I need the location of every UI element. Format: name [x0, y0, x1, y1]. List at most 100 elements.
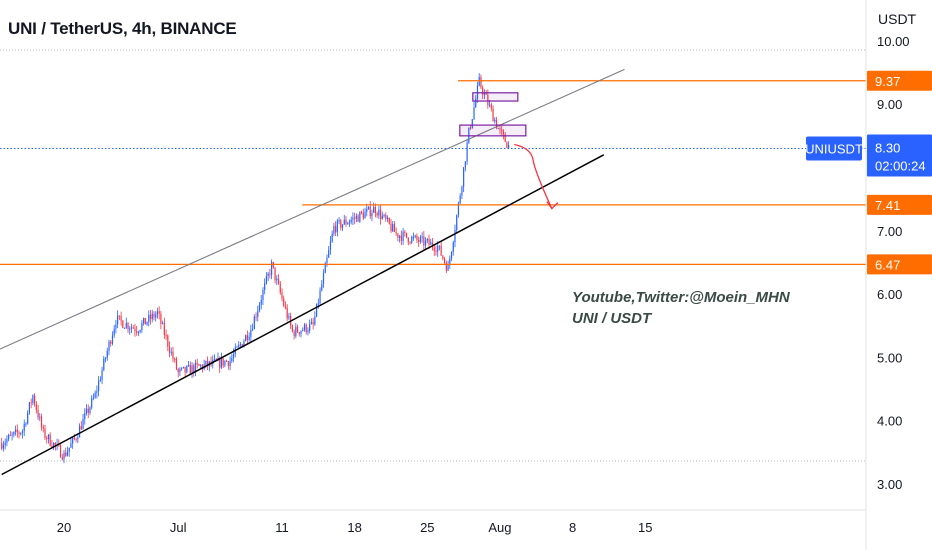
- bullish-candle: [220, 358, 223, 368]
- bullish-candle: [142, 318, 145, 324]
- bullish-candle: [411, 236, 413, 243]
- bullish-candle: [47, 434, 50, 439]
- bearish-candle: [18, 432, 20, 434]
- bullish-candle: [475, 98, 477, 108]
- bullish-candle: [392, 224, 394, 232]
- bearish-candle: [305, 324, 307, 333]
- bullish-candle: [200, 365, 202, 367]
- bullish-candle: [341, 224, 344, 228]
- bullish-candle: [146, 321, 148, 325]
- bullish-candle: [262, 289, 264, 301]
- bearish-candle: [357, 215, 359, 222]
- bullish-candle: [271, 262, 273, 275]
- bullish-candle: [386, 217, 389, 220]
- bearish-candle: [54, 442, 56, 446]
- bullish-candle: [111, 335, 114, 344]
- bullish-candle: [454, 230, 456, 243]
- bearish-candle: [404, 231, 406, 233]
- bearish-candle: [226, 360, 228, 362]
- bullish-candle: [170, 351, 172, 353]
- bearish-candle: [222, 358, 224, 366]
- bullish-candle: [466, 142, 468, 162]
- bullish-candle: [367, 206, 370, 209]
- bearish-candle: [34, 395, 36, 405]
- bullish-candle: [331, 233, 333, 242]
- bullish-candle: [322, 273, 325, 285]
- bullish-candle: [148, 314, 150, 322]
- bearish-candle: [51, 445, 53, 448]
- bullish-candle: [25, 423, 27, 425]
- bearish-candle: [480, 77, 482, 88]
- bearish-candle: [153, 313, 155, 318]
- bullish-candle: [23, 423, 25, 431]
- bearish-candle: [487, 94, 489, 105]
- bullish-candle: [99, 379, 101, 382]
- candles: [1, 73, 510, 464]
- bearish-candle: [423, 236, 425, 246]
- bullish-candle: [338, 220, 340, 222]
- bullish-candle: [238, 344, 240, 347]
- bearish-candle: [73, 437, 75, 439]
- bullish-candle: [92, 397, 95, 399]
- bullish-candle: [78, 426, 81, 438]
- bearish-candle: [293, 331, 295, 336]
- bullish-candle: [213, 359, 216, 361]
- bearish-candle: [482, 87, 484, 95]
- bullish-candle: [151, 313, 153, 320]
- bullish-candle: [89, 407, 91, 413]
- bearish-candle: [362, 213, 364, 219]
- bullish-candle: [343, 219, 345, 225]
- bullish-candle: [494, 119, 496, 122]
- bearish-candle: [405, 232, 408, 238]
- bearish-candle: [246, 335, 248, 340]
- bearish-candle: [354, 217, 356, 219]
- bearish-candle: [395, 232, 397, 234]
- bullish-candle: [426, 238, 428, 241]
- bullish-candle: [288, 316, 290, 319]
- bullish-candle: [452, 242, 454, 252]
- bullish-candle: [53, 442, 55, 448]
- bullish-candle: [329, 241, 332, 250]
- bullish-candle: [371, 212, 373, 217]
- bullish-candle: [66, 451, 69, 456]
- bearish-candle: [469, 127, 472, 129]
- bearish-candle: [284, 305, 287, 308]
- bullish-candle: [324, 263, 326, 274]
- bullish-candle: [2, 445, 5, 449]
- bullish-candle: [129, 328, 131, 330]
- bearish-candle: [9, 435, 11, 437]
- bullish-candle: [125, 322, 127, 328]
- bearish-candle: [87, 408, 89, 413]
- symbol-label: UNIUSDT: [805, 142, 863, 157]
- bearish-candle: [49, 434, 51, 446]
- bullish-candle: [130, 327, 133, 329]
- bearish-candle: [184, 366, 186, 373]
- bearish-candle: [506, 142, 508, 149]
- bullish-candle: [317, 303, 319, 305]
- bearish-candle: [65, 452, 67, 456]
- bullish-candle: [141, 323, 143, 331]
- bearish-candle: [35, 404, 37, 410]
- bullish-candle: [321, 284, 323, 291]
- bearish-candle: [335, 226, 337, 233]
- bullish-candle: [6, 439, 8, 443]
- bullish-candle: [414, 235, 416, 237]
- bullish-candle: [328, 249, 330, 258]
- bullish-candle: [101, 370, 103, 380]
- bullish-candle: [424, 240, 427, 246]
- bullish-candle: [378, 209, 380, 216]
- bearish-candle: [160, 313, 162, 324]
- bullish-candle: [267, 273, 269, 277]
- level-price-value: 6.47: [875, 257, 900, 272]
- bearish-candle: [433, 247, 435, 251]
- bearish-candle: [144, 318, 146, 325]
- bullish-candle: [72, 437, 74, 444]
- bearish-candle: [388, 217, 390, 224]
- bullish-candle: [123, 327, 126, 329]
- bullish-candle: [476, 85, 479, 99]
- bullish-candle: [21, 430, 24, 434]
- bullish-candle: [239, 344, 242, 346]
- bullish-candle: [63, 452, 65, 460]
- bearish-candle: [193, 365, 195, 373]
